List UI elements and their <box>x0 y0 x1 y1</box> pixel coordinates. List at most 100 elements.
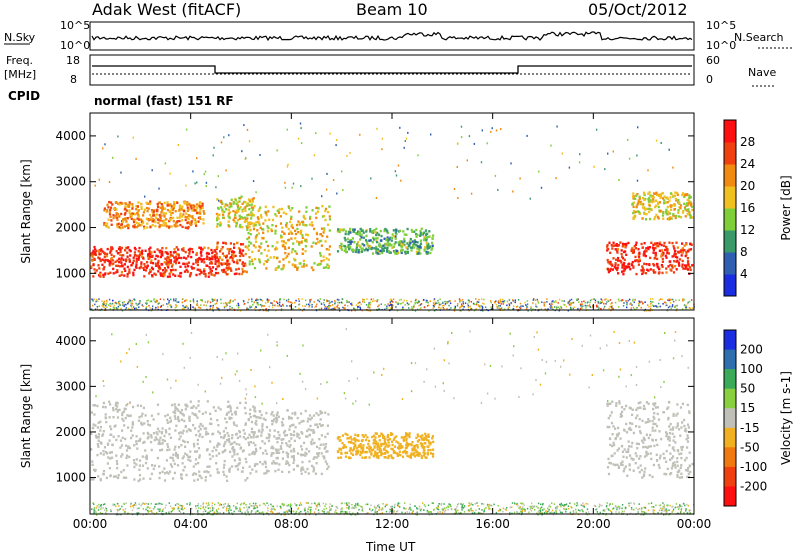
ground-scatter-cell <box>173 298 175 300</box>
echo-cell <box>686 204 689 207</box>
echo-cell <box>346 245 349 249</box>
ground-scatter-cell <box>508 304 511 306</box>
ground-scatter-cell <box>599 301 602 303</box>
ground-scatter-cell <box>666 304 668 307</box>
echo-cell <box>199 205 202 208</box>
ground-scatter-cell <box>669 305 671 308</box>
nave-tick-low: 0 <box>706 73 713 86</box>
ground-scatter-cell <box>498 302 500 305</box>
echo-cell <box>103 255 106 259</box>
echo-cell <box>241 210 244 213</box>
ground-scatter-cell <box>464 302 467 304</box>
echo-cell <box>612 257 615 260</box>
ground-scatter-cell <box>250 505 253 507</box>
ground-scatter-cell <box>116 307 118 310</box>
ground-scatter-cell <box>555 507 557 509</box>
echo-cell <box>673 204 677 207</box>
ground-scatter-cell <box>130 502 132 505</box>
echo-cell <box>124 202 127 205</box>
echo-cell <box>195 450 199 453</box>
echo-cell <box>103 223 106 226</box>
ground-scatter-cell <box>390 304 392 306</box>
ground-scatter-cell <box>573 503 576 505</box>
echo-cell <box>139 478 142 481</box>
ground-scatter-cell <box>167 298 169 301</box>
echo-cell <box>652 269 655 272</box>
echo-cell <box>174 417 177 420</box>
echo-cell <box>409 237 412 241</box>
ground-scatter-cell <box>131 299 133 302</box>
echo-cell <box>637 259 640 262</box>
ground-scatter-cell <box>666 309 669 312</box>
echo-cell <box>305 210 308 213</box>
ground-scatter-cell <box>176 305 178 307</box>
echo-cell <box>135 259 138 262</box>
echo-cell <box>257 209 260 213</box>
ground-scatter-cell <box>462 503 464 505</box>
ground-scatter-cell <box>359 308 362 310</box>
echo-cell <box>224 440 227 444</box>
ground-scatter-cell <box>233 505 235 507</box>
ground-scatter-cell <box>642 511 645 513</box>
echo-cell <box>146 437 149 440</box>
ground-scatter-cell <box>257 302 259 304</box>
ground-scatter-cell <box>220 298 222 301</box>
echo-cell <box>179 223 182 227</box>
echo-cell <box>175 255 178 258</box>
ground-scatter-cell <box>178 301 180 303</box>
echo-cell <box>167 263 170 266</box>
ground-scatter-cell <box>228 505 231 507</box>
ground-scatter-cell <box>318 511 320 514</box>
ground-scatter-cell <box>497 300 500 302</box>
echo-cell <box>219 221 222 224</box>
echo-cell <box>115 460 118 463</box>
ground-scatter-cell <box>279 298 281 301</box>
echo-cell <box>370 247 373 251</box>
echo-cell <box>268 218 271 221</box>
ground-scatter-cell <box>567 309 569 312</box>
echo-cell <box>193 209 196 212</box>
echo-cell <box>132 218 135 221</box>
ground-scatter-cell <box>416 302 419 304</box>
ground-scatter-cell <box>569 302 571 304</box>
ground-scatter-cell <box>643 513 645 516</box>
echo-cell <box>606 245 609 248</box>
echo-cell <box>231 442 234 445</box>
echo-cell <box>112 267 115 271</box>
ground-scatter-cell <box>662 507 664 510</box>
ground-scatter-cell <box>152 512 154 514</box>
ground-scatter-cell <box>350 514 353 516</box>
echo-cell <box>676 191 679 195</box>
ground-scatter-cell <box>101 305 103 307</box>
echo-cell <box>112 216 115 220</box>
ground-scatter-cell <box>621 504 624 506</box>
ground-scatter-cell <box>552 512 554 514</box>
ground-scatter-cell <box>289 505 292 508</box>
ground-scatter-cell <box>483 508 486 510</box>
ground-scatter-cell <box>355 506 357 509</box>
echo-cell <box>151 267 155 271</box>
ground-scatter-cell <box>598 505 600 508</box>
echo-cell <box>425 239 428 242</box>
ground-scatter-cell <box>341 508 343 510</box>
echo-cell <box>252 244 255 247</box>
echo-cell <box>658 242 661 246</box>
ground-scatter-cell <box>123 502 125 505</box>
echo-cell <box>114 215 117 218</box>
echo-cell <box>218 256 221 260</box>
ground-scatter-cell <box>547 510 550 513</box>
echo-cell <box>338 230 341 234</box>
ground-scatter-cell <box>436 302 438 304</box>
echo-cell <box>428 235 431 238</box>
sparse-echo-cell <box>329 132 331 135</box>
ground-scatter-cell <box>243 303 245 306</box>
echo-cell <box>121 226 124 229</box>
echo-cell <box>609 267 612 271</box>
echo-cell <box>131 203 134 206</box>
ground-scatter-cell <box>334 302 336 305</box>
ground-scatter-cell <box>300 504 303 506</box>
ground-scatter-cell <box>506 300 509 303</box>
echo-cell <box>249 415 252 419</box>
echo-cell <box>246 246 249 249</box>
ground-scatter-cell <box>544 301 546 304</box>
